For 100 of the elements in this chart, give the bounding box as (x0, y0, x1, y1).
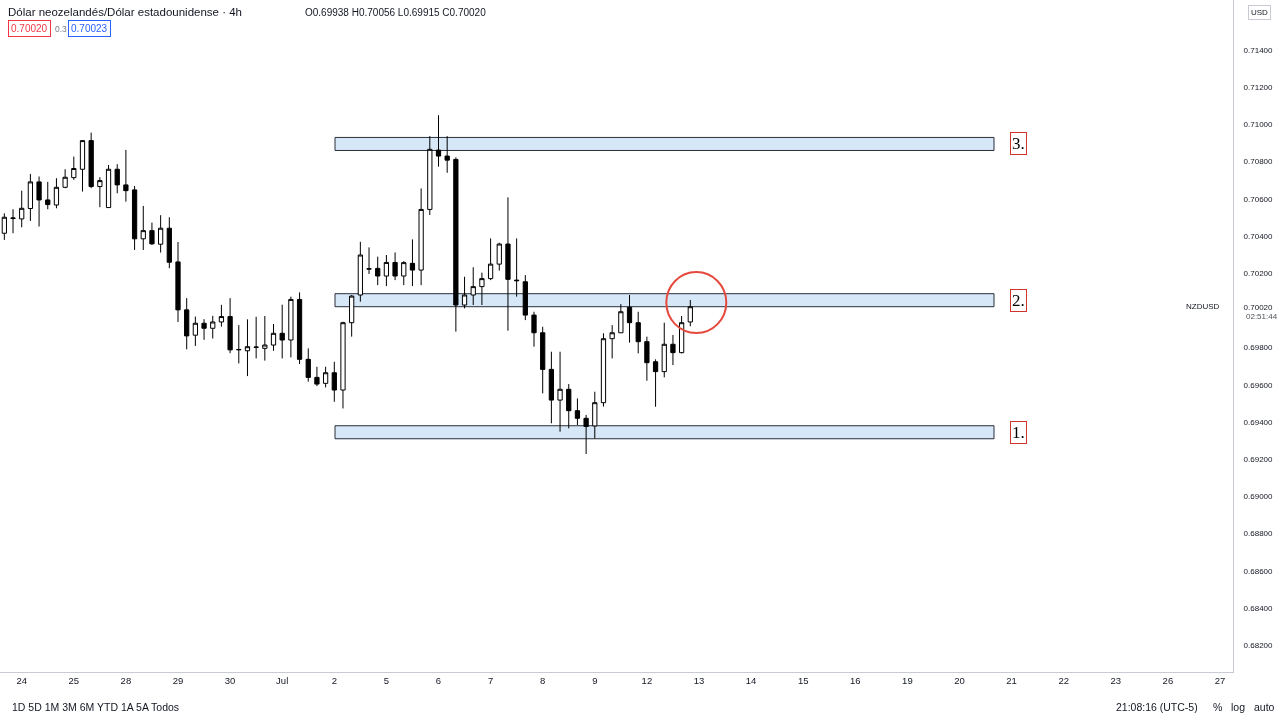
candlestick (670, 334, 676, 366)
candlestick (366, 246, 372, 275)
x-tick-label: Jul (276, 675, 289, 687)
candlestick (218, 304, 225, 328)
x-tick-label: 25 (68, 675, 80, 687)
candlestick (566, 383, 572, 429)
x-tick-label: 5 (383, 675, 390, 687)
candlestick (401, 260, 407, 286)
text: 21:08:16 (UTC-5) (1116, 701, 1198, 713)
candlestick (331, 361, 337, 403)
candlestick (592, 391, 598, 439)
y-tick-label: 0.69400 (1243, 417, 1274, 427)
text: log (1231, 701, 1246, 713)
x-tick-label: 14 (745, 675, 757, 687)
text: USD (1251, 8, 1269, 17)
y-tick-label: 0.68800 (1243, 529, 1274, 539)
candlestick (305, 347, 311, 383)
x-tick-label: 22 (1058, 675, 1069, 687)
candlestick (557, 351, 563, 433)
x-tick-label: 27 (1214, 675, 1226, 687)
candlestick (514, 237, 520, 298)
x-tick-label: 9 (592, 675, 598, 687)
text: auto (1254, 701, 1275, 713)
candlestick (184, 297, 190, 350)
candlestick (435, 114, 442, 168)
annotation: 0.3 (55, 24, 68, 34)
x-tick-label: 19 (902, 675, 913, 687)
candlestick (583, 414, 589, 455)
candlestick (531, 311, 537, 348)
candlestick (418, 187, 424, 286)
text: Dólar neozelandés/Dólar estadounidense · 4h (8, 6, 242, 19)
band-label: 1. (1012, 423, 1025, 442)
candlestick (496, 242, 502, 272)
candlestick (27, 173, 34, 222)
candlestick (192, 316, 198, 347)
y-tick-label: 0.71000 (1243, 120, 1274, 130)
candlestick (522, 274, 528, 321)
candlestick (574, 397, 581, 426)
candlestick (71, 156, 77, 181)
candlestick (123, 149, 129, 203)
candlestick (10, 208, 16, 234)
y-tick-label: 0.70200 (1243, 269, 1274, 279)
x-tick-label: 24 (16, 675, 27, 687)
y-tick-label: 0.68400 (1243, 603, 1274, 613)
candlestick (687, 299, 693, 327)
y-tick-label: 0.70020 (1243, 302, 1274, 312)
y-tick-label: 0.71400 (1243, 45, 1274, 55)
candlestick (409, 238, 416, 287)
candlestick (453, 156, 459, 333)
annotation: 0.70023 (71, 23, 108, 34)
candlestick (392, 251, 398, 281)
annotation: NZDUSD (1186, 302, 1220, 311)
band-label: 2. (1012, 291, 1025, 310)
candlestick (288, 296, 294, 358)
candlestick (175, 241, 181, 323)
candlestick (53, 177, 60, 209)
candlestick (45, 181, 51, 210)
candlestick (131, 185, 138, 251)
x-tick-label: 29 (172, 675, 184, 687)
candlestick (609, 324, 615, 359)
candlestick (444, 135, 450, 174)
candlestick (618, 303, 624, 334)
y-tick-label: 0.69000 (1243, 492, 1274, 502)
candlestick (236, 324, 242, 364)
y-tick-label: 0.69800 (1243, 343, 1274, 353)
x-tick-label: 20 (954, 675, 965, 687)
candlestick (340, 321, 346, 409)
candlestick (349, 294, 355, 338)
candlestick (314, 366, 320, 387)
candlestick (322, 366, 329, 388)
candlestick (105, 164, 112, 209)
y-tick-label: 0.71200 (1243, 83, 1274, 93)
candlestick (296, 291, 303, 365)
x-tick-label: 6 (435, 675, 442, 687)
text: 1D 5D 1M 3M 6M YTD 1A 5A Todos (12, 701, 180, 713)
candlestick (487, 237, 494, 281)
candlestick (19, 190, 25, 228)
candlestick (652, 358, 659, 408)
candlestick (227, 297, 233, 354)
candlestick (262, 315, 268, 362)
candlestick (270, 323, 277, 352)
x-tick-label: 30 (224, 675, 236, 687)
candlestick (166, 216, 172, 269)
candlestick (626, 294, 633, 344)
candlestick (149, 222, 155, 246)
y-tick-label: 0.69600 (1243, 380, 1274, 390)
candlestick (97, 176, 103, 208)
candlestick (140, 205, 146, 251)
candlestick (375, 256, 381, 286)
candlestick (479, 272, 485, 306)
candlestick (427, 135, 433, 216)
x-tick-label: 28 (120, 675, 132, 687)
candlestick (600, 332, 607, 408)
x-tick-label: 8 (540, 675, 546, 687)
text: 02:51:44 (1246, 312, 1278, 321)
candlestick (88, 132, 94, 189)
candlestick (383, 254, 390, 287)
candlestick (36, 176, 42, 228)
candlestick (505, 196, 511, 332)
candlestick (548, 351, 554, 424)
